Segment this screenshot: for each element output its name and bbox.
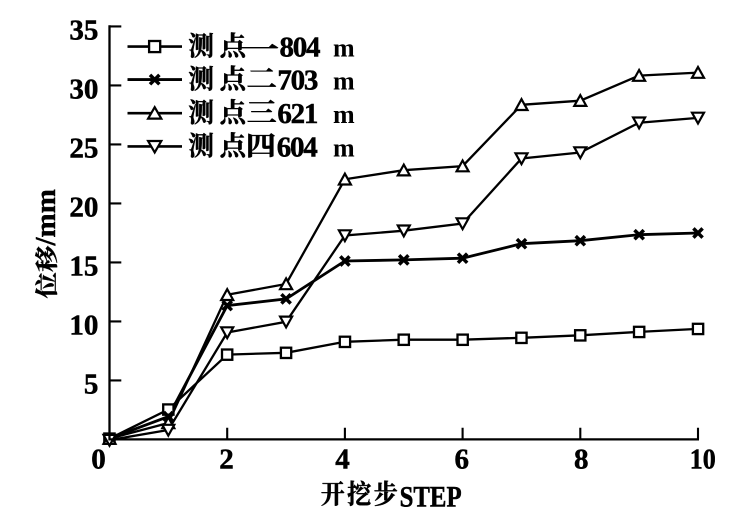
svg-text:35: 35 [69,15,98,47]
svg-text:STEP: STEP [400,480,462,513]
svg-text:6: 6 [455,443,470,475]
svg-text:8: 8 [574,443,589,475]
svg-text:804: 804 [280,32,321,64]
svg-text:10: 10 [690,443,716,475]
svg-text:m: m [333,133,355,162]
svg-text:15: 15 [69,251,98,283]
svg-text:25: 25 [69,133,98,165]
svg-text:621: 621 [277,98,318,130]
svg-text:m: m [333,34,355,63]
svg-text:m: m [333,100,355,129]
svg-text:30: 30 [69,74,98,106]
svg-text:10: 10 [69,310,98,342]
svg-text:4: 4 [335,443,350,475]
svg-text:0: 0 [91,443,106,475]
svg-text:2: 2 [219,443,234,475]
svg-text:5: 5 [84,369,99,401]
svg-text:604: 604 [277,131,318,163]
svg-text:703: 703 [277,65,318,97]
svg-text:m: m [333,67,355,96]
svg-text:20: 20 [69,192,98,224]
svg-text:/mm: /mm [30,189,62,246]
